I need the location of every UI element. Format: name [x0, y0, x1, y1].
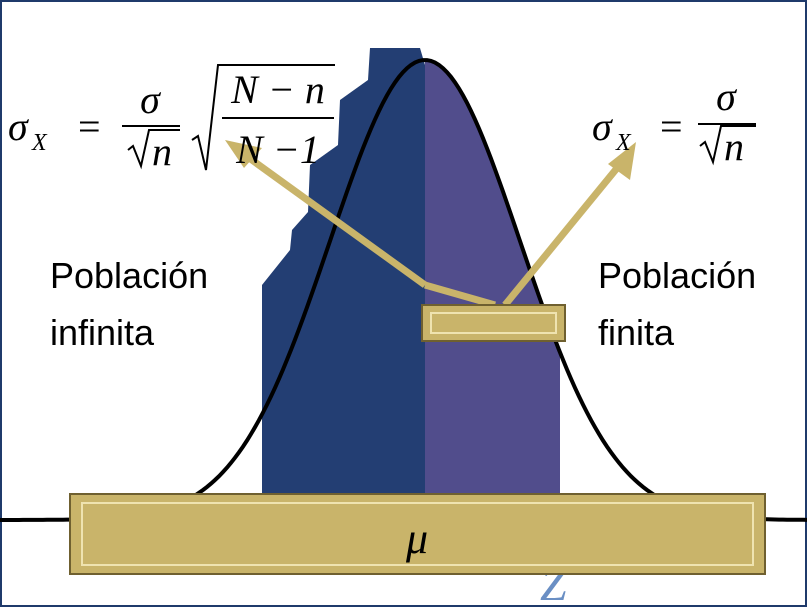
formula-symbol: N −1 [235, 127, 320, 172]
formula-symbol: X [615, 130, 632, 156]
mean: μ [405, 514, 428, 563]
label-line: Población [50, 255, 208, 296]
formula-symbol: n [152, 129, 172, 174]
formula-symbol: σ [140, 77, 161, 122]
formula-symbol: = [78, 104, 101, 149]
label-line: infinita [50, 312, 155, 353]
formula-symbol: X [31, 130, 48, 156]
slide: Z μ σ X = σ n N − n N −1 σ X = σ n Pobla… [0, 0, 807, 607]
label-line: Población [598, 255, 756, 296]
formula-symbol: = [660, 104, 683, 149]
formula-symbol: N − n [230, 67, 325, 112]
formula-symbol: σ [592, 104, 613, 149]
formula-symbol: n [724, 124, 744, 169]
small-bar [422, 305, 565, 341]
label-line: finita [598, 312, 675, 353]
diagram: Z μ σ X = σ n N − n N −1 σ X = σ n Pobla… [0, 0, 807, 607]
formula-symbol: σ [8, 104, 29, 149]
formula-symbol: σ [716, 74, 737, 119]
